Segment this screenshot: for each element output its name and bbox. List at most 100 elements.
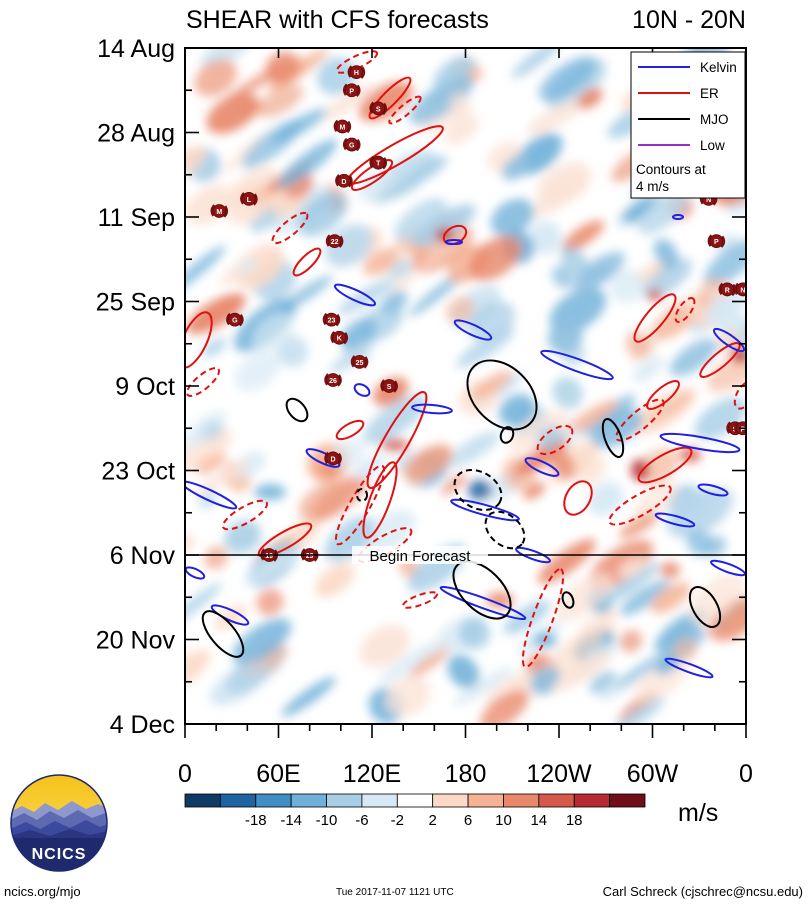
storm-label: 26 — [329, 378, 337, 385]
shear-cell — [359, 624, 410, 668]
storm-marker: 23 — [322, 312, 341, 327]
x-tick-label: 60E — [256, 760, 300, 788]
wave-contour — [688, 586, 722, 628]
shear-cell — [415, 231, 469, 273]
shear-cell — [185, 582, 223, 629]
storm-marker: 22 — [325, 234, 344, 249]
y-tick-label: 28 Aug — [97, 120, 175, 148]
storm-label: G — [349, 143, 355, 150]
shear-cell — [456, 327, 515, 368]
colorbar-bin — [219, 793, 257, 808]
shear-cell — [470, 370, 513, 401]
shear-cell — [637, 190, 690, 235]
y-tick-label: 14 Aug — [97, 35, 175, 63]
wave-contour — [712, 327, 746, 353]
wave-contour — [540, 349, 614, 381]
shear-cell — [186, 293, 246, 334]
shear-cell — [625, 330, 652, 358]
shear-cell — [204, 546, 228, 570]
shear-cell — [385, 675, 431, 717]
shear-cell — [297, 191, 348, 237]
shear-cell — [572, 251, 626, 291]
shear-cell — [703, 239, 746, 287]
wave-contour — [305, 448, 341, 468]
colorbar-bin — [326, 793, 363, 808]
footer-source: ncics.org/mjo — [4, 884, 81, 899]
x-tick-label: 0 — [739, 760, 753, 788]
shear-cell — [579, 609, 619, 637]
y-tick-label: 9 Oct — [115, 373, 175, 401]
wave-contour — [185, 480, 238, 510]
wave-contour — [524, 457, 560, 477]
shear-cell — [256, 588, 284, 616]
shear-field — [185, 48, 746, 724]
wave-contour — [334, 464, 386, 546]
colorbar-unit: m/s — [678, 799, 718, 827]
shear-cell — [265, 51, 300, 85]
wave-contour — [646, 380, 680, 410]
wave-contour — [353, 383, 371, 397]
storm-marker: 25 — [350, 354, 369, 369]
shear-cell — [581, 394, 636, 436]
shear-cell — [560, 246, 588, 275]
legend: Kelvin ER MJO Low Contours at 4 m/s — [630, 51, 746, 199]
shear-cell — [552, 376, 583, 409]
shear-cell — [277, 139, 338, 189]
shear-cell — [194, 59, 238, 97]
shear-cell — [433, 55, 475, 90]
shear-cell — [502, 155, 530, 181]
storm-label: D — [341, 179, 346, 186]
shear-cell — [650, 582, 691, 614]
storm-label: L — [247, 197, 252, 204]
shear-cell — [672, 638, 698, 663]
shear-cell — [452, 666, 514, 707]
wave-contour — [563, 480, 593, 516]
storm-label: T — [376, 161, 381, 168]
wave-contour — [350, 159, 394, 191]
shear-cell — [577, 88, 603, 109]
storm-label: H — [354, 70, 359, 77]
storm-marker: P — [342, 83, 361, 98]
shear-cell — [707, 348, 746, 392]
x-tick-label: 120E — [343, 760, 401, 788]
shear-cell — [257, 84, 304, 118]
shear-cell — [234, 634, 273, 665]
shear-cell — [445, 115, 480, 145]
shear-cell — [538, 56, 597, 102]
wave-contour — [452, 560, 512, 620]
shear-cell — [209, 662, 269, 706]
storm-label: P — [349, 88, 354, 95]
chart-title: SHEAR with CFS forecasts — [186, 6, 489, 34]
y-tick-label: 6 Nov — [110, 542, 176, 570]
colorbar-tick-label: -6 — [355, 812, 368, 829]
shear-cell — [394, 198, 447, 241]
wave-contour — [733, 380, 746, 410]
storm-label: N — [740, 287, 745, 294]
shear-cell — [388, 259, 412, 280]
shear-cell — [185, 410, 227, 449]
shear-cell — [619, 580, 671, 616]
shear-cell — [551, 652, 612, 692]
shear-cell — [526, 98, 586, 136]
shear-cell — [468, 235, 522, 281]
shear-cell — [669, 338, 718, 377]
ncics-logo: NCICS — [10, 774, 108, 872]
footer-author: Carl Schreck (cjschrec@ncsu.edu) — [602, 884, 803, 899]
shear-cell — [378, 639, 443, 684]
storm-label: S — [376, 106, 381, 113]
shear-cell — [611, 696, 666, 724]
wave-contour — [672, 214, 684, 220]
shear-cell — [717, 329, 743, 353]
shear-cell — [408, 269, 467, 317]
shear-core — [647, 289, 663, 301]
shear-cell — [511, 48, 562, 79]
shear-core — [381, 439, 409, 451]
shear-cell — [687, 529, 712, 556]
colorbar-bin — [503, 793, 540, 808]
shear-cell — [573, 453, 606, 485]
shear-cell — [409, 76, 474, 125]
storm-label: 29 — [306, 553, 314, 560]
shear-cell — [201, 48, 255, 69]
wave-contour — [450, 498, 520, 522]
storm-marker: S — [369, 101, 387, 116]
